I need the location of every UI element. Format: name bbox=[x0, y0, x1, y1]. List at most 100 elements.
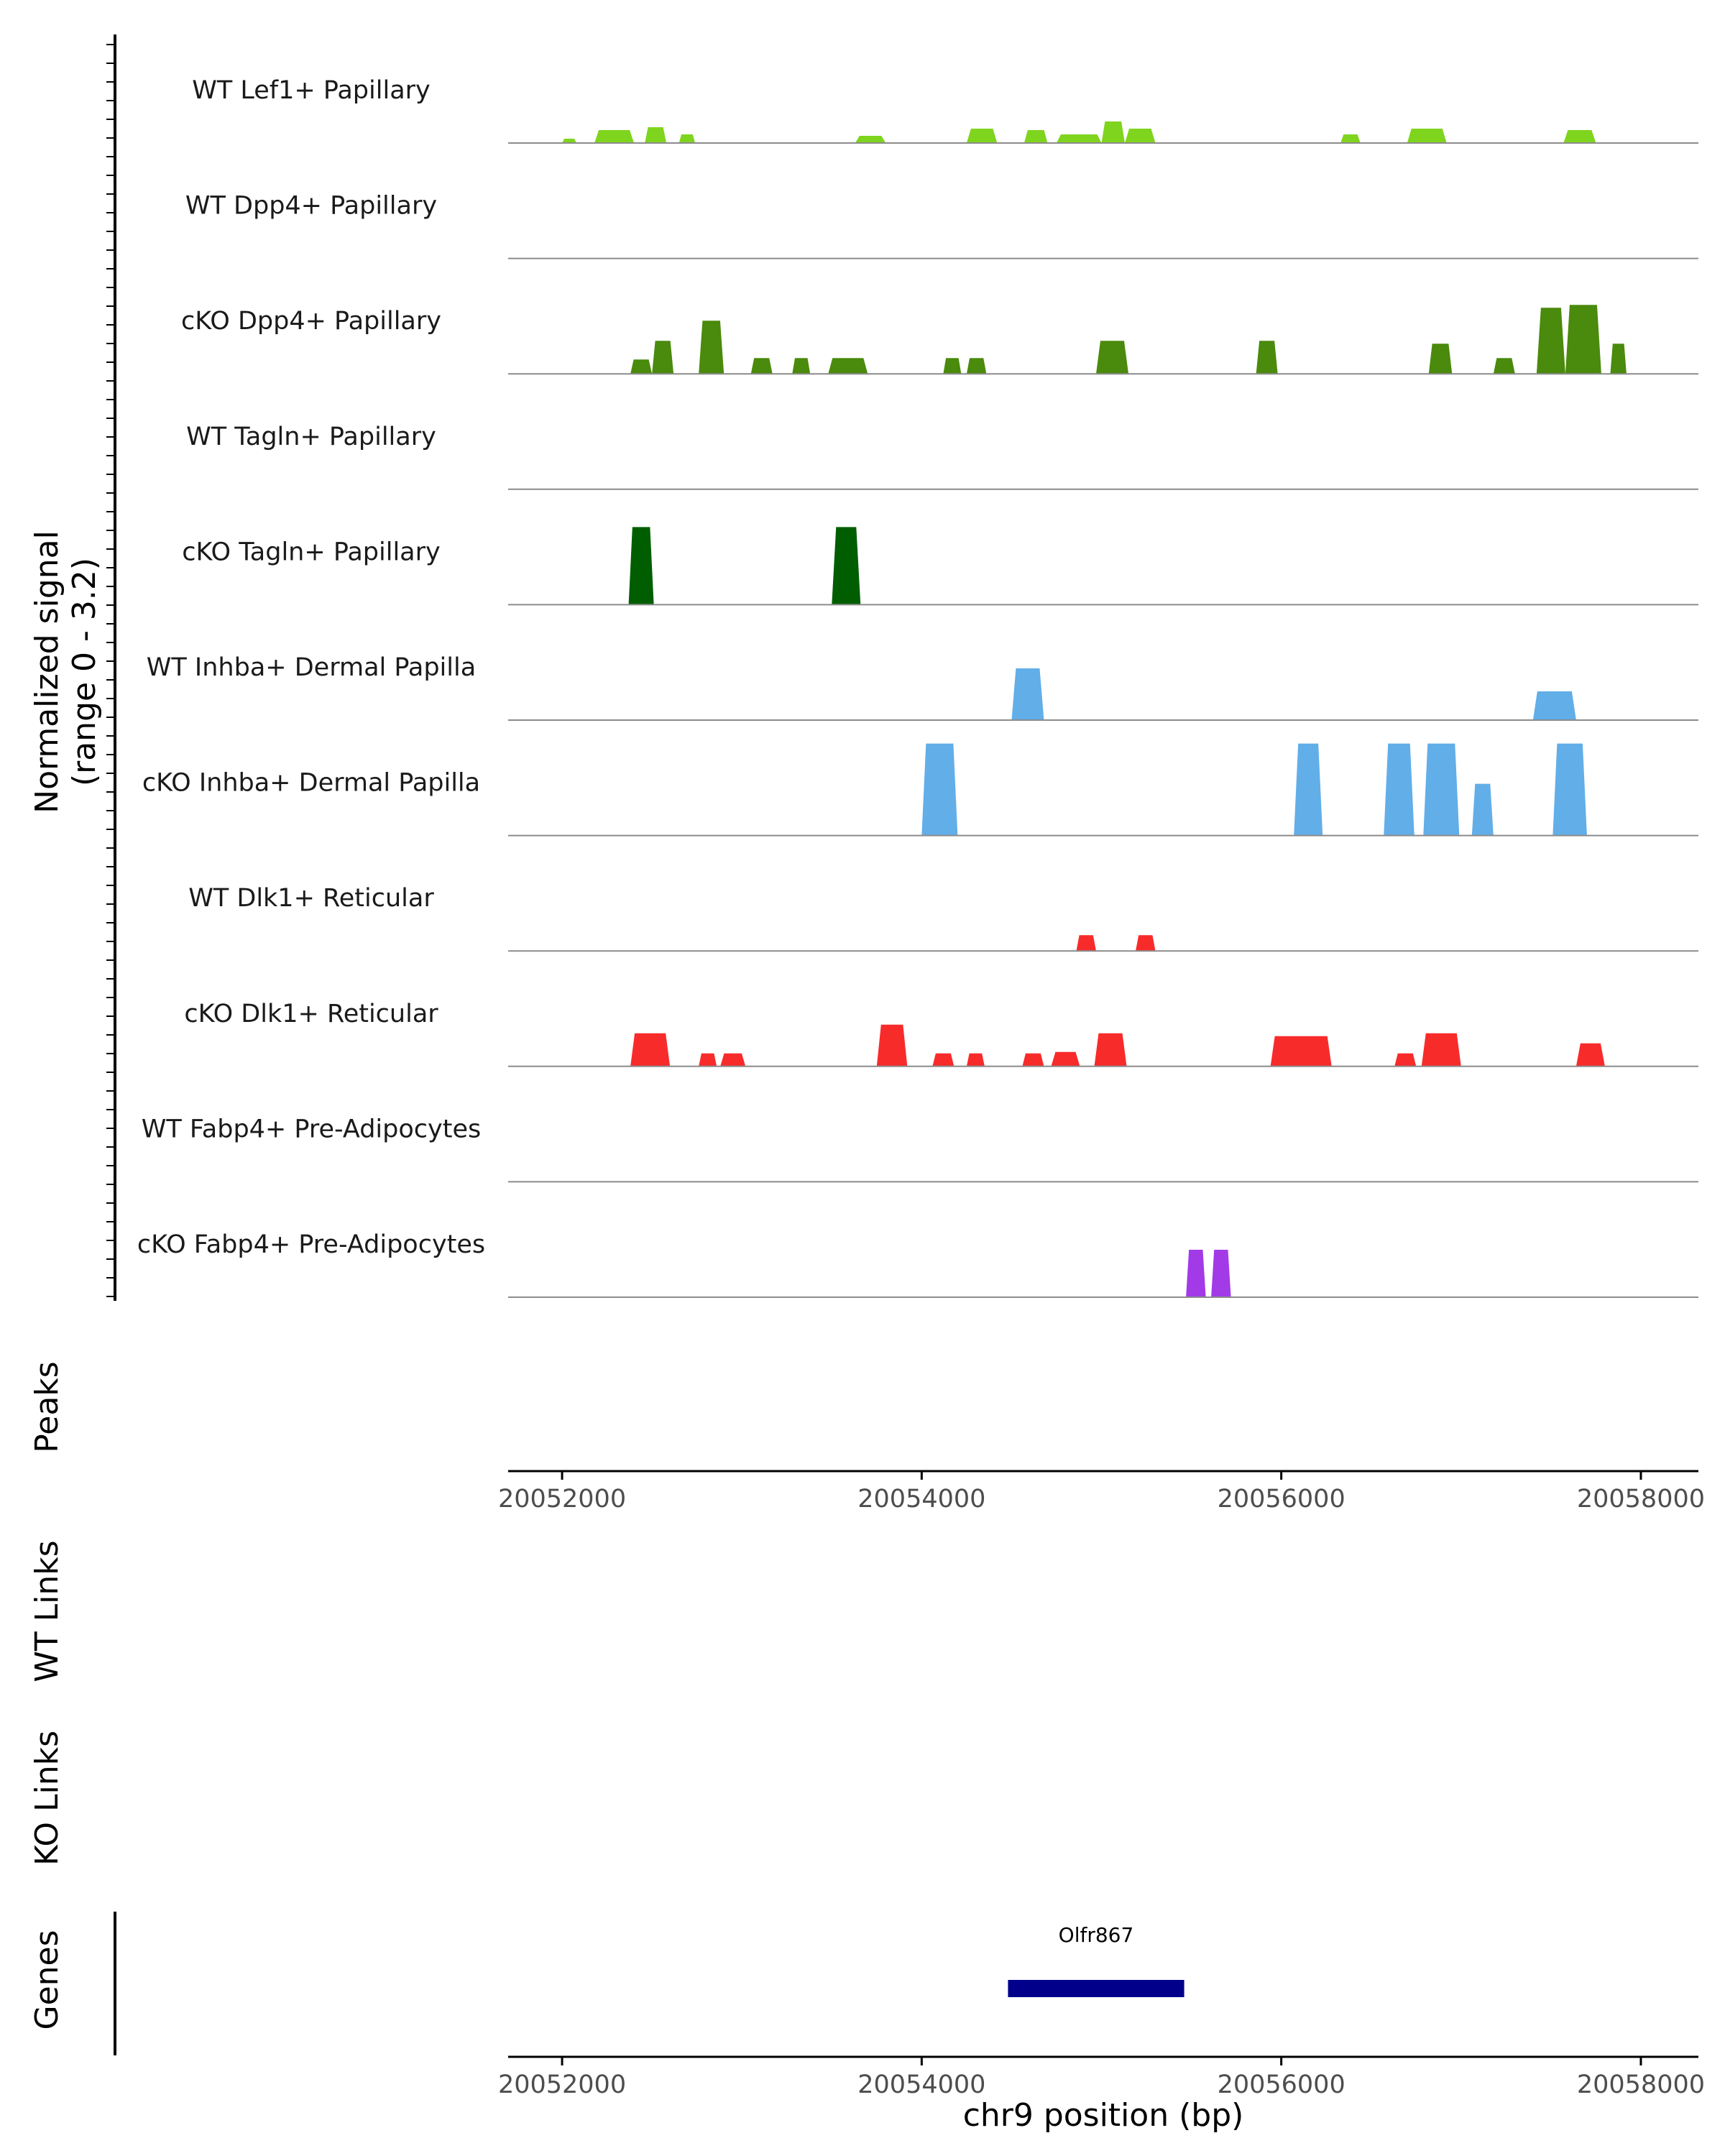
x-tick-label: 20054000 bbox=[857, 2070, 985, 2099]
track-label: WT Fabp4+ Pre-Adipocytes bbox=[142, 1115, 481, 1143]
coverage-peak bbox=[828, 358, 868, 374]
coverage-peak bbox=[1532, 691, 1576, 720]
coverage-peak bbox=[832, 527, 861, 605]
coverage-peak bbox=[855, 136, 886, 143]
track-row: WT Dlk1+ Reticular bbox=[188, 884, 1698, 952]
coverage-peak bbox=[1022, 1053, 1044, 1067]
genes-track-label: Genes bbox=[29, 1930, 65, 2030]
coverage-peak bbox=[1136, 935, 1156, 952]
coverage-peak bbox=[1011, 668, 1044, 720]
coverage-peak bbox=[652, 341, 674, 374]
coverage-peak bbox=[1428, 344, 1453, 374]
coverage-peak bbox=[1095, 341, 1129, 374]
coverage-peak bbox=[1094, 1033, 1127, 1067]
coverage-y-ticks bbox=[106, 44, 115, 1297]
peaks-track-label: Peaks bbox=[29, 1361, 65, 1452]
coverage-peak bbox=[645, 127, 667, 143]
coverage-peak bbox=[594, 130, 635, 143]
coverage-peak bbox=[921, 743, 958, 836]
coverage-peak bbox=[876, 1024, 908, 1067]
track-row: cKO Tagln+ Papillary bbox=[182, 527, 1698, 606]
coverage-peak bbox=[720, 1053, 746, 1067]
coverage-peak bbox=[1423, 743, 1460, 836]
track-label: WT Lef1+ Papillary bbox=[192, 76, 431, 105]
coverage-peak bbox=[1421, 1033, 1461, 1067]
coverage-peak bbox=[1186, 1250, 1206, 1297]
x-tick-label: 20056000 bbox=[1218, 2070, 1346, 2099]
track-row: cKO Fabp4+ Pre-Adipocytes bbox=[137, 1230, 1698, 1298]
coverage-peak bbox=[1076, 935, 1096, 952]
genes-track: Olfr867 bbox=[1008, 1923, 1184, 1997]
ko-links-track-label: KO Links bbox=[29, 1731, 65, 1866]
coverage-peak bbox=[699, 1053, 717, 1067]
coverage-peak bbox=[1565, 305, 1601, 374]
track-row: WT Fabp4+ Pre-Adipocytes bbox=[142, 1115, 1698, 1183]
track-label: WT Tagln+ Papillary bbox=[186, 423, 436, 451]
y-axis-label-line2: (range 0 - 3.2) bbox=[66, 558, 103, 786]
coverage-peak bbox=[1471, 783, 1494, 836]
x-tick-label: 20058000 bbox=[1577, 1485, 1705, 1514]
track-label: cKO Tagln+ Papillary bbox=[182, 538, 441, 566]
coverage-peak bbox=[678, 134, 696, 143]
coverage-peak bbox=[1407, 129, 1447, 143]
coverage-peak bbox=[750, 358, 773, 374]
track-row: WT Inhba+ Dermal Papilla bbox=[147, 653, 1698, 721]
coverage-peak bbox=[943, 358, 962, 374]
coverage-peak bbox=[562, 139, 577, 143]
x-tick-label: 20058000 bbox=[1577, 2070, 1705, 2099]
coverage-peak bbox=[1563, 130, 1596, 143]
coverage-peak bbox=[699, 321, 724, 374]
track-label: cKO Dlk1+ Reticular bbox=[184, 1000, 438, 1028]
track-label: WT Dlk1+ Reticular bbox=[188, 884, 434, 913]
coverage-peak bbox=[1056, 134, 1102, 143]
coverage-peak bbox=[630, 1033, 671, 1067]
coverage-peak bbox=[1051, 1051, 1080, 1067]
coverage-peak bbox=[1493, 358, 1515, 374]
track-row: cKO Inhba+ Dermal Papilla bbox=[142, 743, 1698, 837]
coverage-peak bbox=[1294, 743, 1323, 836]
genes-x-axis: 20052000 20054000 20056000 20058000 bbox=[498, 2057, 1705, 2099]
coverage-peak bbox=[630, 359, 653, 374]
coverage-peak bbox=[1256, 341, 1278, 374]
coverage-peak bbox=[1101, 121, 1126, 143]
coverage-peak bbox=[792, 358, 811, 374]
track-label: cKO Fabp4+ Pre-Adipocytes bbox=[137, 1230, 485, 1259]
coverage-peak bbox=[1552, 743, 1587, 836]
x-axis-label: chr9 position (bp) bbox=[963, 2097, 1244, 2134]
gene-body bbox=[1008, 1980, 1184, 1997]
coverage-peak bbox=[1394, 1053, 1417, 1067]
track-row: cKO Dlk1+ Reticular bbox=[184, 1000, 1698, 1067]
coverage-peak bbox=[1211, 1250, 1231, 1297]
x-tick-label: 20054000 bbox=[857, 1485, 985, 1514]
track-label: WT Dpp4+ Papillary bbox=[185, 192, 437, 221]
x-tick-label: 20052000 bbox=[498, 2070, 626, 2099]
track-label: WT Inhba+ Dermal Papilla bbox=[147, 653, 476, 682]
wt-links-track-label: WT Links bbox=[29, 1540, 65, 1682]
coverage-peak bbox=[966, 1053, 985, 1067]
coverage-peak bbox=[966, 129, 998, 143]
coverage-tracks: WT Lef1+ Papillary WT Dpp4+ Papillary cKO … bbox=[137, 76, 1698, 1298]
track-row: cKO Dpp4+ Papillary bbox=[181, 305, 1698, 375]
gene-label: Olfr867 bbox=[1059, 1923, 1134, 1947]
coverage-peak bbox=[1384, 743, 1414, 836]
coverage-peak bbox=[1340, 134, 1361, 143]
coverage-peak bbox=[932, 1053, 954, 1067]
track-label: cKO Dpp4+ Papillary bbox=[181, 307, 441, 336]
coverage-peak bbox=[628, 527, 654, 605]
peaks-x-axis: 20052000 20054000 20056000 20058000 bbox=[498, 1471, 1705, 1514]
coverage-peak bbox=[1024, 130, 1048, 143]
y-axis-label-line1: Normalized signal bbox=[29, 530, 65, 814]
coverage-peak bbox=[966, 358, 987, 374]
x-tick-label: 20056000 bbox=[1218, 1485, 1346, 1514]
track-row: WT Lef1+ Papillary bbox=[192, 76, 1698, 144]
coverage-peak bbox=[1536, 308, 1565, 374]
track-row: WT Dpp4+ Papillary bbox=[185, 192, 1698, 259]
track-row: WT Tagln+ Papillary bbox=[186, 423, 1698, 490]
track-label: cKO Inhba+ Dermal Papilla bbox=[142, 769, 480, 798]
coverage-peak bbox=[1610, 344, 1627, 374]
coverage-peak bbox=[1576, 1043, 1605, 1067]
coverage-peak bbox=[1125, 129, 1156, 143]
coverage-peak bbox=[1270, 1036, 1332, 1067]
x-tick-label: 20052000 bbox=[498, 1485, 626, 1514]
